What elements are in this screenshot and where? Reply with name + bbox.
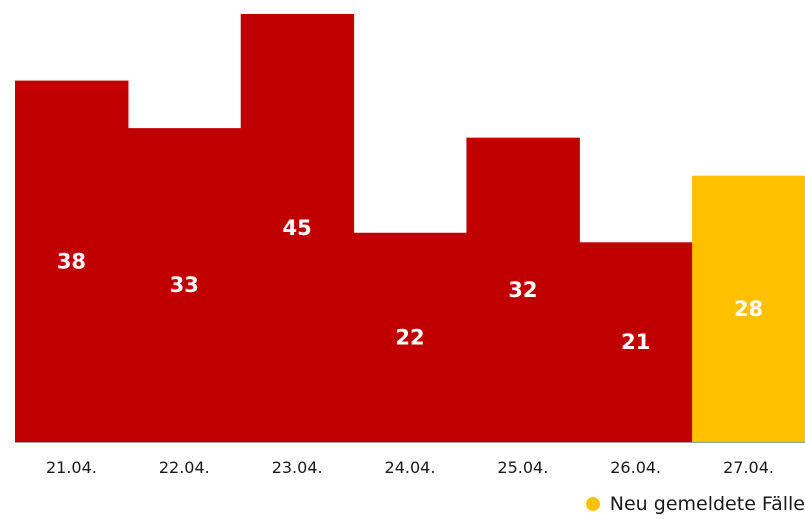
- bar-value-label: 45: [283, 216, 312, 240]
- x-tick-label: 25.04.: [497, 458, 548, 477]
- bar-value-label: 38: [57, 249, 86, 273]
- bar-2204: [127, 128, 242, 442]
- x-tick-label: 22.04.: [159, 458, 210, 477]
- bar-2104: [15, 80, 129, 442]
- bar-value-label: 22: [395, 325, 424, 349]
- bar-value-label: 32: [508, 278, 537, 302]
- x-tick-label: 24.04.: [385, 458, 436, 477]
- bar-value-label: 28: [734, 297, 763, 321]
- bar-value-label: 21: [621, 330, 650, 354]
- bar-value-labels: 38 33 45 22 32 21 28: [57, 216, 763, 354]
- bar-value-label: 33: [170, 273, 199, 297]
- bar-2604: [579, 242, 693, 442]
- bar-2504: [466, 137, 580, 442]
- x-axis-tick-labels: 21.04. 22.04. 23.04. 24.04. 25.04. 26.04. 27.0…: [46, 458, 774, 477]
- x-tick-label: 21.04.: [46, 458, 97, 477]
- legend-marker: [585, 497, 600, 511]
- bar-2404: [353, 232, 468, 442]
- legend: Neu gemeldete Fälle: [585, 493, 805, 515]
- bar-2304: [240, 14, 355, 442]
- legend-label: Neu gemeldete Fälle: [609, 493, 805, 515]
- bar-2704: [692, 175, 805, 442]
- x-tick-label: 23.04.: [272, 458, 323, 477]
- bars-group: [15, 14, 805, 442]
- x-tick-label: 26.04.: [610, 458, 661, 477]
- x-tick-label: 27.04.: [723, 458, 774, 477]
